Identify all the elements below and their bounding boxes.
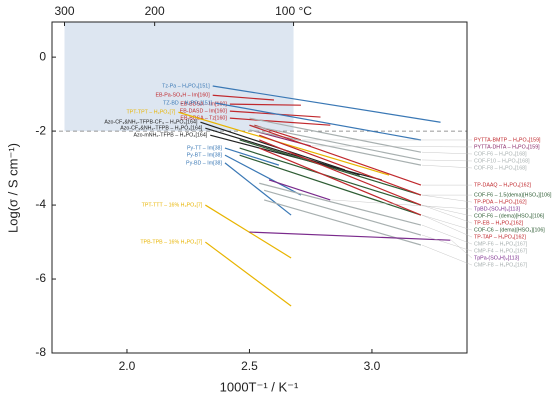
- series-label: TP-DAAQ – H₃PO₄[162]: [474, 183, 532, 189]
- series-line: [249, 129, 422, 166]
- x-tick-label: 3.0: [364, 359, 381, 373]
- series-line: [239, 154, 422, 216]
- y-tick-label: -6: [35, 271, 46, 285]
- series-label: EB-DASD – Im[160]: [180, 109, 228, 115]
- series-line: [212, 85, 441, 123]
- series-label: TPT-TTT – 16% H₃PO₄[7]: [142, 202, 203, 208]
- leader-line: [421, 214, 473, 231]
- series-label: TP-TAP – H₃PO₄[162]: [474, 234, 526, 240]
- series-label: Azo-mNH₂-TFPB – H₃PO₄[164]: [133, 133, 207, 139]
- series-line: [224, 162, 292, 216]
- series-label: TP-PDA – H₃PO₄[162]: [474, 199, 527, 205]
- series-line: [263, 189, 422, 236]
- series-label: TpBD-(SO₃H)₂[113]: [474, 206, 520, 212]
- series-label: TPB-TPB – 16% H₃PO₄[7]: [140, 239, 203, 245]
- series-label: PYTTA-DHTA – H₃PO₄[159]: [474, 144, 540, 150]
- plot-frame: [51, 21, 468, 354]
- series-label: Py-TT – Im[38]: [187, 146, 222, 152]
- highlight-region: [64, 22, 294, 132]
- series-label: Tz-Pa – H₃PO₄[151]: [162, 83, 210, 89]
- leader-line: [421, 151, 473, 155]
- series-line: [205, 241, 292, 307]
- series-label: COF-F8 – H₃PO₄[168]: [474, 165, 527, 171]
- x-axis-title: 1000T⁻¹ / K⁻¹: [220, 379, 299, 394]
- leader-line: [421, 244, 473, 266]
- leader-line: [421, 234, 473, 252]
- leader-line: [311, 145, 473, 148]
- series-label: Py-BD – Im[38]: [186, 160, 222, 166]
- series-line: [215, 102, 422, 141]
- series-line: [224, 154, 302, 196]
- series-label: PYTTA-BMTP – H₃PO₄[159]: [474, 137, 541, 143]
- series-label: COF-F6 – 1.5(dema)[HSO₄][106]: [474, 192, 552, 198]
- series-label: COF-F6 – (dema)[HSO₄][106]: [474, 213, 545, 219]
- leader-line: [421, 164, 473, 169]
- x2-tick-label: 300: [54, 4, 74, 18]
- series-line: [259, 139, 422, 206]
- series-line: [212, 94, 275, 101]
- leader-line: [451, 240, 473, 259]
- series-label: Azo-CF₃&NH₂-TFPB – H₃PO₄[164]: [120, 126, 203, 132]
- y-tick-label: 0: [39, 49, 46, 63]
- series-line: [259, 134, 422, 196]
- series-label: TpPa-(SO₃H)₂[113]: [474, 255, 520, 261]
- x2-tick-label: 200: [145, 4, 165, 18]
- leader-line: [331, 199, 473, 210]
- series-label: EB-BDSA – Im[160]: [180, 102, 227, 108]
- series-line: [249, 124, 422, 186]
- series-line: [229, 117, 331, 126]
- series-label: CMP-F4 – H₃PO₄[167]: [474, 248, 528, 254]
- series-line: [249, 124, 422, 161]
- leader-line: [421, 214, 473, 238]
- series-line: [224, 147, 280, 166]
- series-line: [229, 103, 301, 106]
- leader-line: [421, 224, 473, 245]
- series-line: [249, 231, 451, 241]
- y-tick-label: -4: [35, 197, 46, 211]
- series-line: [239, 147, 422, 206]
- series-label: TPT-TPT – H₃PO₄[7]: [126, 110, 175, 116]
- series-label: TZ-BD – H₃PO₄[151]: [163, 100, 213, 106]
- leader-line: [421, 204, 473, 224]
- series-label: Azo-CF₃&NH₂-TFPB-CF₃ – H₃PO₄[164]: [104, 120, 198, 126]
- series-line: [268, 179, 331, 201]
- series-line: [259, 182, 422, 226]
- leader-line: [421, 204, 473, 217]
- x-tick-label: 2.5: [241, 359, 258, 373]
- series-line: [239, 139, 422, 196]
- x2-tick-label: 100 °C: [275, 4, 312, 18]
- leader-line: [421, 159, 473, 162]
- y-axis-title: Log(σ / S cm⁻¹): [5, 143, 20, 233]
- y-tick-label: -8: [35, 345, 46, 359]
- series-label: COF-F6 – H₃PO₄[168]: [474, 151, 527, 157]
- series-label: COF-C6 – (dema)[HSO₄][106]: [474, 227, 545, 233]
- series-label: EB-BDSA – Tz[160]: [180, 116, 227, 122]
- series-label: TP-EB – H₃PO₄[162]: [474, 220, 524, 226]
- series-line: [205, 204, 292, 259]
- series-label: Py-BT – Im[38]: [187, 153, 223, 159]
- series-label: EB-Pa-SO₃H – Im[160]: [155, 93, 210, 99]
- x-tick-label: 2.0: [119, 359, 136, 373]
- series-label: COF-F10 – H₃PO₄[168]: [474, 158, 530, 164]
- leader-line: [421, 194, 473, 203]
- series-label: CMP-F6 – H₃PO₄[167]: [474, 241, 528, 247]
- y-tick-label: -2: [35, 123, 46, 137]
- series-label: CMP-F8 – H₃PO₄[167]: [474, 262, 528, 268]
- series-line: [200, 121, 346, 171]
